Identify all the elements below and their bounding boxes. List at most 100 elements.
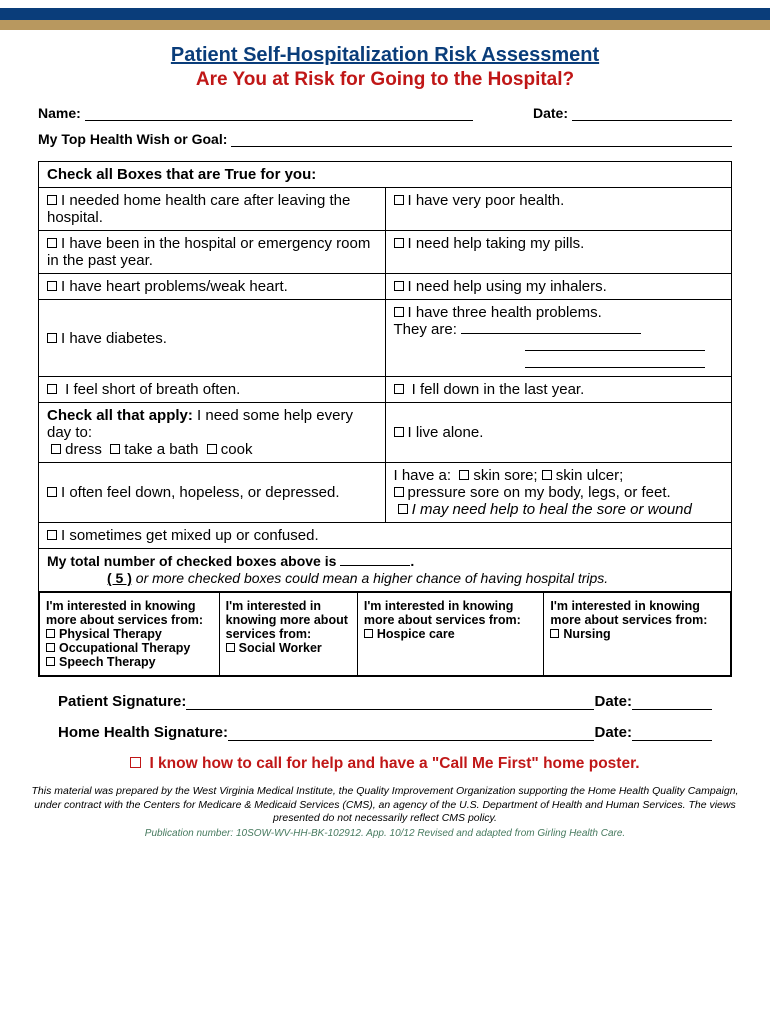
svc-nursing: Nursing xyxy=(563,627,610,641)
cell-r8: I sometimes get mixed up or confused. xyxy=(39,523,732,549)
cell-r2c2: I need help taking my pills. xyxy=(385,231,732,274)
checkbox-icon[interactable] xyxy=(398,504,408,514)
total-text-a: My total number of checked boxes above i… xyxy=(47,553,340,569)
checkbox-icon[interactable] xyxy=(394,427,404,437)
text: I often feel down, hopeless, or depresse… xyxy=(61,484,340,501)
checkbox-icon[interactable] xyxy=(550,629,559,638)
checkbox-icon[interactable] xyxy=(47,238,57,248)
text: I have three health problems. xyxy=(408,304,602,321)
svc-intro: I'm interested in knowing more about ser… xyxy=(46,599,203,627)
opt-may-need-help: I may need help to heal the sore or woun… xyxy=(412,501,692,518)
name-date-row: Name: Date: xyxy=(38,105,732,121)
checkbox-icon[interactable] xyxy=(459,470,469,480)
title-sub: Are You at Risk for Going to the Hospita… xyxy=(38,69,732,91)
problems-line-2[interactable] xyxy=(525,350,705,351)
svc-sw: Social Worker xyxy=(239,641,322,655)
call-first-statement: I know how to call for help and have a "… xyxy=(38,755,732,773)
check-apply-lead: Check all that apply: xyxy=(47,407,193,424)
total-blank-line[interactable] xyxy=(340,565,410,566)
cell-r4c2: I have three health problems. They are: xyxy=(385,300,732,377)
name-input-line[interactable] xyxy=(85,105,473,121)
cell-r6c1: Check all that apply: I need some help e… xyxy=(39,403,386,463)
have-a-lead: I have a: xyxy=(394,467,452,484)
checkbox-icon[interactable] xyxy=(226,643,235,652)
opt-skin-ulcer: skin ulcer; xyxy=(556,467,624,484)
checkbox-icon[interactable] xyxy=(394,281,404,291)
cell-r5c2: I fell down in the last year. xyxy=(385,377,732,403)
sig-date-label: Date: xyxy=(594,724,632,741)
cell-r3c1: I have heart problems/weak heart. xyxy=(39,274,386,300)
text: I feel short of breath often. xyxy=(65,381,240,398)
date-label: Date: xyxy=(533,105,568,121)
patient-sig-line[interactable] xyxy=(186,693,594,710)
text: I live alone. xyxy=(408,424,484,441)
checkbox-icon[interactable] xyxy=(542,470,552,480)
hh-date-line[interactable] xyxy=(632,724,712,741)
checkbox-icon[interactable] xyxy=(394,195,404,205)
checkbox-icon[interactable] xyxy=(51,444,61,454)
checkbox-icon[interactable] xyxy=(394,307,404,317)
name-label: Name: xyxy=(38,105,81,121)
total-text-b: . xyxy=(410,553,414,569)
checkbox-icon[interactable] xyxy=(47,384,57,394)
checkbox-icon[interactable] xyxy=(130,757,141,768)
services-row: I'm interested in knowing more about ser… xyxy=(39,592,732,677)
services-col-4: I'm interested in knowing more about ser… xyxy=(544,593,731,676)
hh-sig-label: Home Health Signature: xyxy=(58,724,228,741)
top-bar-gold xyxy=(0,20,770,30)
services-col-2: I'm interested in knowing more about ser… xyxy=(219,593,357,676)
patient-sig-label: Patient Signature: xyxy=(58,693,186,710)
checkbox-icon[interactable] xyxy=(207,444,217,454)
date-input-line[interactable] xyxy=(572,105,732,121)
cell-r1c1: I needed home health care after leaving … xyxy=(39,188,386,231)
cell-r3c2: I need help using my inhalers. xyxy=(385,274,732,300)
checkbox-icon[interactable] xyxy=(364,629,373,638)
svc-st: Speech Therapy xyxy=(59,655,156,669)
cell-r2c1: I have been in the hospital or emergency… xyxy=(39,231,386,274)
checkbox-icon[interactable] xyxy=(47,281,57,291)
checkbox-icon[interactable] xyxy=(47,195,57,205)
problems-line-3[interactable] xyxy=(525,367,705,368)
footer-publication: Publication number: 10SOW-WV-HH-BK-10291… xyxy=(0,828,770,839)
patient-date-line[interactable] xyxy=(632,693,712,710)
checkbox-icon[interactable] xyxy=(110,444,120,454)
checkbox-icon[interactable] xyxy=(394,487,404,497)
checkbox-icon[interactable] xyxy=(394,238,404,248)
opt-skin-sore: skin sore; xyxy=(473,467,537,484)
checkbox-icon[interactable] xyxy=(47,333,57,343)
svc-pt: Physical Therapy xyxy=(59,627,162,641)
services-col-1: I'm interested in knowing more about ser… xyxy=(40,593,220,676)
checkbox-icon[interactable] xyxy=(47,487,57,497)
checkbox-icon[interactable] xyxy=(46,657,55,666)
cell-r4c1: I have diabetes. xyxy=(39,300,386,377)
they-are-label: They are: xyxy=(394,321,457,338)
assessment-table: Check all Boxes that are True for you: I… xyxy=(38,161,732,677)
total-rest: or more checked boxes could mean a highe… xyxy=(132,570,608,586)
opt-cook: cook xyxy=(221,441,253,458)
cell-r5c1: I feel short of breath often. xyxy=(39,377,386,403)
opt-bath: take a bath xyxy=(124,441,198,458)
svc-hospice: Hospice care xyxy=(377,627,455,641)
text: I have very poor health. xyxy=(408,192,565,209)
title-main: Patient Self-Hospitalization Risk Assess… xyxy=(38,44,732,67)
svc-intro: I'm interested in knowing more about ser… xyxy=(364,599,521,627)
call-first-text: I know how to call for help and have a "… xyxy=(149,755,639,772)
goal-label: My Top Health Wish or Goal: xyxy=(38,131,227,147)
checkbox-icon[interactable] xyxy=(47,530,57,540)
svc-ot: Occupational Therapy xyxy=(59,641,190,655)
opt-pressure-sore: pressure sore on my body, legs, or feet. xyxy=(408,484,671,501)
checkbox-icon[interactable] xyxy=(46,643,55,652)
text: I have heart problems/weak heart. xyxy=(61,278,288,295)
hh-sig-line[interactable] xyxy=(228,724,594,741)
checkbox-icon[interactable] xyxy=(46,629,55,638)
services-col-3: I'm interested in knowing more about ser… xyxy=(357,593,544,676)
form-content: Patient Self-Hospitalization Risk Assess… xyxy=(0,30,770,773)
cell-r6c2: I live alone. xyxy=(385,403,732,463)
home-health-signature-row: Home Health Signature: Date: xyxy=(58,724,712,741)
cell-total: My total number of checked boxes above i… xyxy=(39,549,732,592)
text: I fell down in the last year. xyxy=(412,381,585,398)
problems-line-1[interactable] xyxy=(461,333,641,334)
goal-input-line[interactable] xyxy=(231,131,732,147)
checkbox-icon[interactable] xyxy=(394,384,404,394)
top-bar-blue xyxy=(0,8,770,20)
